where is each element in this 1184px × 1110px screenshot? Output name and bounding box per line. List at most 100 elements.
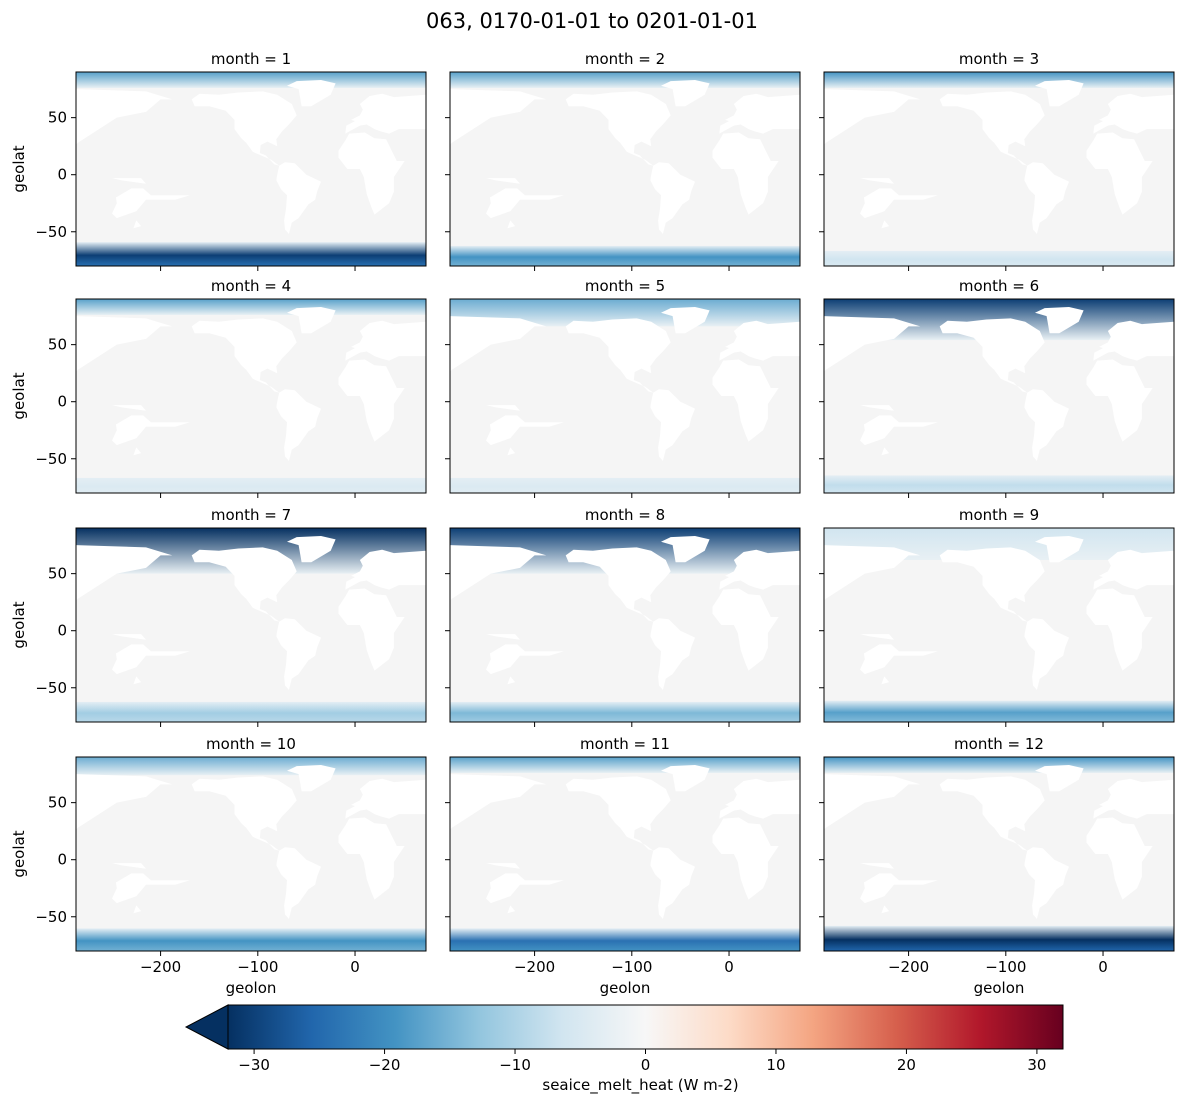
land-mass: [76, 545, 173, 601]
land-mass: [860, 863, 894, 869]
land-mass: [338, 588, 405, 671]
land-mass: [112, 405, 146, 411]
land-mass: [450, 774, 547, 830]
land-mass: [650, 618, 695, 690]
panel-month-7: month = 7 −50 0 50 geolat: [10, 506, 427, 727]
land-mass: [661, 536, 710, 563]
axes-frame: [823, 756, 1175, 952]
land-mass: [112, 178, 146, 184]
land-mass: [1086, 817, 1153, 900]
land-mass: [450, 89, 547, 145]
land-mass: [287, 765, 336, 792]
colorbar-extend-arrow: [184, 1004, 229, 1050]
x-tick-label: −100: [237, 958, 278, 976]
land-mass: [338, 817, 405, 900]
arctic-melt-band: [76, 299, 426, 315]
colorbar-label: seaice_melt_heat (W m-2): [542, 1076, 738, 1095]
map-field: [76, 72, 426, 266]
land-mass: [338, 132, 405, 215]
colorbar-gradient: [227, 1004, 1064, 1050]
land-mass: [507, 676, 516, 685]
land-mass: [712, 588, 779, 671]
y-tick-label: 0: [57, 393, 67, 411]
panel-month-9: month = 9: [819, 506, 1175, 727]
panel-title: month = 8: [585, 506, 665, 524]
land-mass: [276, 847, 321, 919]
antarctic-melt-band: [76, 477, 426, 493]
map-field: [824, 72, 1174, 266]
axes-frame: [823, 71, 1175, 267]
land-mass: [719, 549, 800, 590]
x-tick-label: 0: [350, 958, 360, 976]
land-mass: [881, 447, 890, 456]
land-mass: [287, 80, 336, 107]
land-mass: [133, 676, 142, 685]
land-mass: [712, 359, 779, 442]
land-mass: [507, 905, 516, 914]
land-mass: [112, 873, 190, 904]
panel-title: month = 1: [211, 50, 291, 68]
figure-suptitle: 063, 0170-01-01 to 0201-01-01: [426, 9, 758, 33]
land-mass: [661, 80, 710, 107]
land-mass: [860, 634, 894, 640]
map-field: [76, 299, 426, 493]
land-mass: [881, 676, 890, 685]
land-mass: [191, 776, 297, 851]
land-mass: [112, 634, 146, 640]
land-mass: [650, 389, 695, 461]
land-mass: [450, 316, 547, 372]
land-mass: [112, 188, 190, 219]
land-mass: [824, 89, 921, 145]
antarctic-melt-band: [450, 928, 800, 951]
panel-month-10: month = 10 −200 −100 0 geolon −50 0 50 geolat: [10, 735, 427, 997]
y-tick-label: 50: [48, 336, 67, 354]
land-mass: [507, 447, 516, 456]
panel-title: month = 11: [580, 735, 670, 753]
land-mass: [112, 863, 146, 869]
antarctic-melt-band: [450, 477, 800, 493]
land-mass: [565, 547, 671, 622]
land-mass: [486, 863, 520, 869]
antarctic-melt-band: [450, 245, 800, 266]
axes-frame: [75, 71, 427, 267]
arctic-melt-band: [824, 757, 1174, 773]
land-mass: [486, 178, 520, 184]
panel-month-3: month = 3: [819, 50, 1175, 271]
land-mass: [719, 320, 800, 361]
land-mass: [133, 447, 142, 456]
y-tick-label: 0: [57, 622, 67, 640]
map-field: [824, 299, 1174, 493]
y-tick-label: 0: [57, 851, 67, 869]
x-axis-label: geolon: [974, 979, 1025, 997]
panel-title: month = 9: [959, 506, 1039, 524]
map-field: [76, 757, 426, 951]
land-mass: [1093, 320, 1174, 361]
land-mass: [112, 415, 190, 446]
panel-month-11: month = 11 −200 −100 0 geolon: [445, 735, 801, 997]
land-mass: [338, 359, 405, 442]
panel-month-8: month = 8: [445, 506, 801, 727]
antarctic-melt-band: [824, 250, 1174, 266]
land-mass: [719, 93, 800, 134]
axes-frame: [75, 527, 427, 723]
land-mass: [276, 618, 321, 690]
x-tick-label: −100: [985, 958, 1026, 976]
land-mass: [191, 318, 297, 393]
land-mass: [939, 776, 1045, 851]
land-mass: [276, 162, 321, 234]
land-mass: [345, 549, 426, 590]
x-axis-label: geolon: [226, 979, 277, 997]
land-mass: [191, 91, 297, 166]
land-mass: [1035, 307, 1084, 334]
land-mass: [1024, 618, 1069, 690]
land-mass: [486, 188, 564, 219]
axes-frame: [449, 71, 801, 267]
land-mass: [1035, 536, 1084, 563]
land-mass: [345, 778, 426, 819]
land-mass: [824, 545, 921, 601]
land-mass: [661, 307, 710, 334]
land-mass: [1086, 588, 1153, 671]
land-mass: [1093, 549, 1174, 590]
panel-title: month = 3: [959, 50, 1039, 68]
